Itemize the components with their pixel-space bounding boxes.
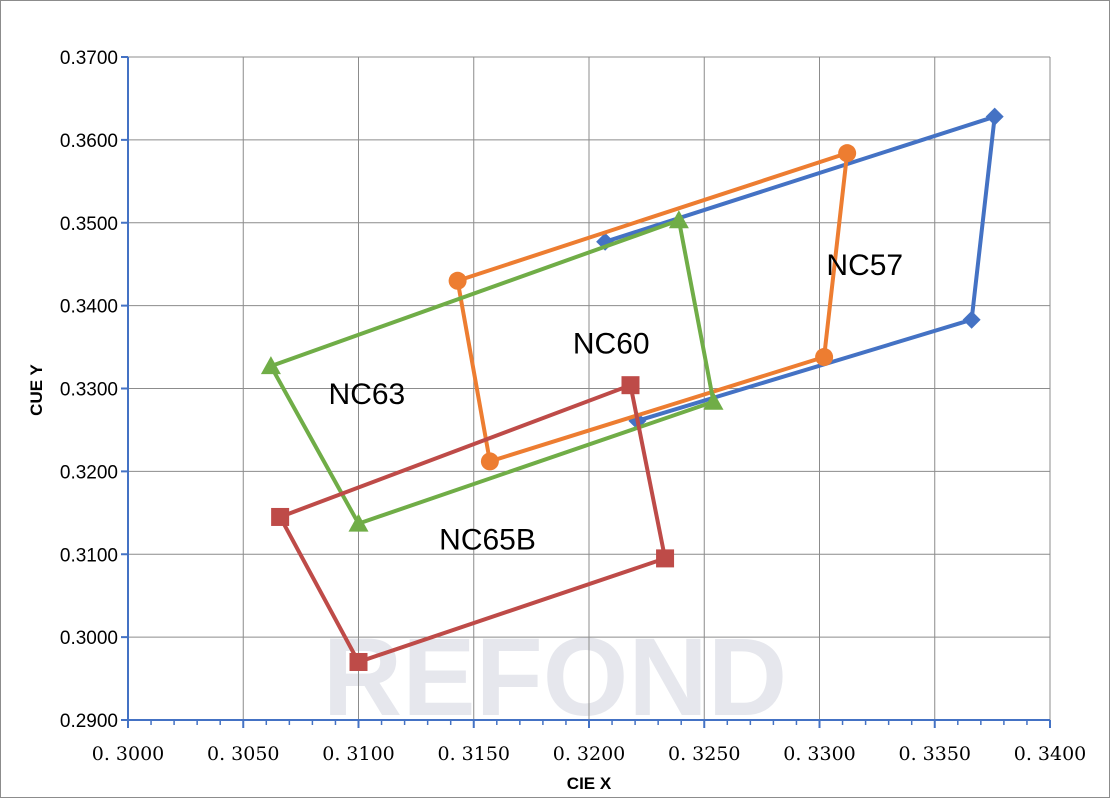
x-tick-label: 0. 3150: [437, 743, 510, 765]
x-tick-label: 0. 3400: [1014, 743, 1087, 765]
watermark-text: REFOND: [323, 616, 787, 739]
series-nc57: [596, 107, 1004, 430]
annotations: NC57 NC60 NC63 NC65B: [329, 249, 904, 556]
data-point-circle: [448, 271, 467, 290]
x-tick-label: 0. 3100: [322, 743, 395, 765]
data-point-diamond: [962, 310, 981, 329]
data-point-triangle: [260, 356, 281, 375]
x-tick-label: 0. 3050: [207, 743, 280, 765]
y-tick-label: 0.3700: [60, 48, 118, 69]
data-point-circle: [480, 452, 499, 471]
series-group: [260, 107, 1004, 671]
x-tick-label: 0. 3250: [668, 743, 741, 765]
data-point-circle: [838, 144, 857, 163]
series-nc65b: [271, 376, 675, 671]
annotation-label: NC63: [329, 378, 406, 411]
data-point-square: [656, 549, 675, 568]
data-point-triangle: [703, 391, 724, 410]
annotation-label: NC60: [573, 328, 650, 361]
y-axis-title: CUE Y: [27, 364, 46, 416]
series-line: [604, 114, 997, 423]
x-tick-label: 0. 3300: [783, 743, 856, 765]
y-tick-label: 0.3300: [60, 380, 118, 401]
data-point-triangle: [668, 210, 689, 229]
data-point-square: [349, 652, 368, 671]
data-point-square: [271, 507, 290, 526]
y-tick-label: 0.3200: [60, 462, 118, 483]
grid: [128, 56, 1051, 720]
series-nc63: [260, 210, 724, 532]
data-point-circle: [815, 348, 834, 367]
annotation-label: NC65B: [439, 523, 536, 556]
data-point-square: [621, 376, 640, 395]
y-tick-label: 0.3500: [60, 214, 118, 235]
y-tick-label: 0.3400: [60, 297, 118, 318]
y-tick-label: 0.3600: [60, 131, 118, 152]
x-tick-label: 0. 3000: [92, 743, 165, 765]
annotation-label: NC57: [826, 249, 903, 282]
x-tick-label: 0. 3350: [898, 743, 971, 765]
data-point-diamond: [985, 107, 1004, 126]
x-axis-title: CIE X: [567, 774, 612, 793]
y-tick-label: 0.2900: [60, 711, 118, 732]
data-point-triangle: [348, 513, 369, 532]
x-tick-label: 0. 3200: [553, 743, 626, 765]
y-tick-label: 0.3000: [60, 628, 118, 649]
series-nc60: [448, 144, 857, 471]
axes: 0.2900 0.3000 0.3100 0.3200 0.3300 0.3400 0.35…: [60, 48, 1086, 765]
y-tick-label: 0.3100: [60, 545, 118, 566]
